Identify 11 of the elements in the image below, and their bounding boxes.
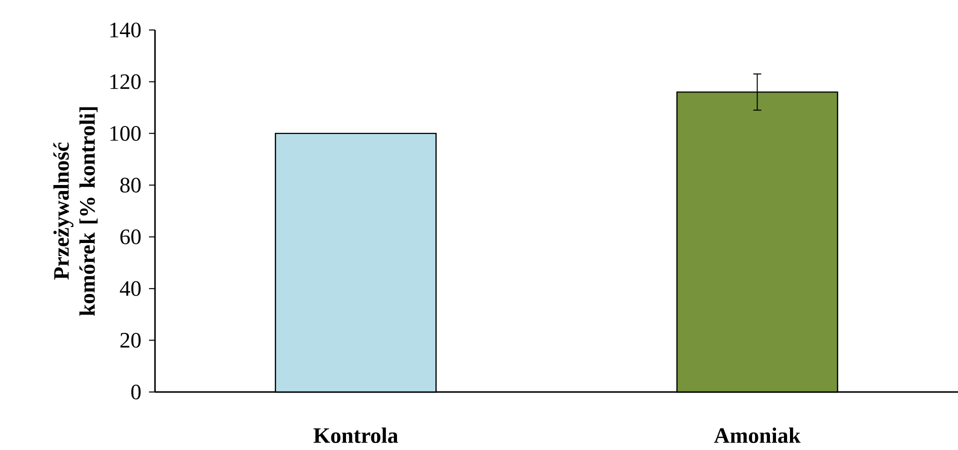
y-tick-label: 20: [120, 332, 141, 348]
y-tick-label: 60: [120, 229, 141, 244]
y-tick-label: 80: [120, 178, 141, 193]
x-tick-label: Amoniak: [714, 428, 801, 444]
y-tick-label: 0: [131, 384, 141, 400]
y-tick-label: 40: [120, 281, 141, 296]
y-tick-label: 100: [110, 126, 141, 141]
y-tick-label: 140: [110, 22, 141, 38]
y-axis-title: Przeżywalność komórek [% kontroli]: [53, 107, 98, 316]
y-tick-label: 120: [110, 74, 141, 90]
x-tick-label: Kontrola: [314, 428, 398, 444]
